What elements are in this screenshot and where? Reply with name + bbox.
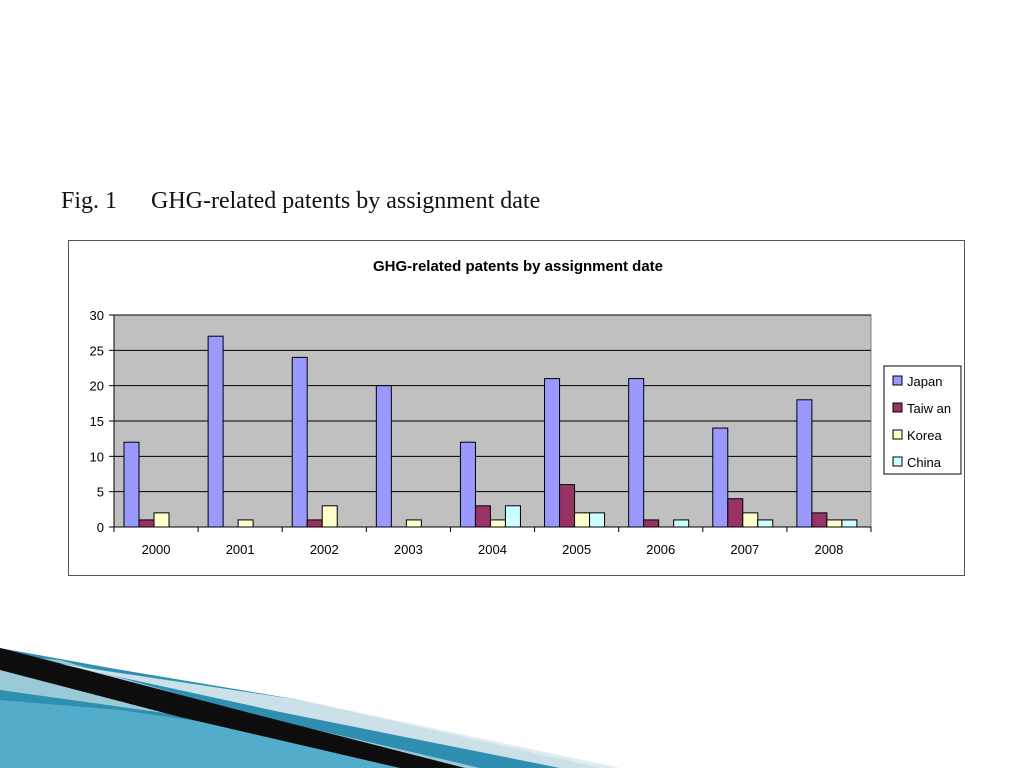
bar-japan-2005 bbox=[544, 378, 561, 528]
legend-swatch bbox=[892, 402, 903, 413]
y-tick-label: 0 bbox=[97, 520, 104, 535]
legend-swatch bbox=[892, 375, 903, 386]
bar-korea-2001 bbox=[237, 519, 254, 528]
x-tick-label: 2003 bbox=[394, 542, 423, 557]
y-tick-label: 30 bbox=[90, 308, 104, 323]
bar-china-2005 bbox=[589, 512, 606, 528]
bar-korea-2004 bbox=[489, 519, 506, 528]
bar-taiwan-2005 bbox=[559, 484, 576, 528]
bar-korea-2007 bbox=[742, 512, 759, 528]
x-tick-label: 2004 bbox=[478, 542, 507, 557]
bar-japan-2001 bbox=[207, 335, 224, 528]
bar-taiwan-2004 bbox=[474, 505, 491, 528]
legend-label: Japan bbox=[907, 374, 942, 389]
legend-label: Korea bbox=[907, 428, 942, 443]
figure-caption-text: GHG-related patents by assignment date bbox=[151, 188, 541, 214]
bar-japan-2007 bbox=[712, 427, 729, 528]
bar-china-2004 bbox=[504, 505, 521, 528]
bar-korea-2000 bbox=[153, 512, 170, 528]
x-tick-label: 2008 bbox=[814, 542, 843, 557]
legend: Japan Taiw an Korea China bbox=[883, 365, 962, 475]
legend-label: Taiw an bbox=[907, 401, 951, 416]
bar-japan-2004 bbox=[459, 441, 476, 528]
y-tick-label: 5 bbox=[97, 485, 104, 500]
x-tick-label: 2001 bbox=[226, 542, 255, 557]
bar-china-2007 bbox=[757, 519, 774, 528]
bar-taiwan-2000 bbox=[138, 519, 155, 528]
bar-taiwan-2002 bbox=[306, 519, 323, 528]
bar-chart: GHG-related patents by assignment date 0… bbox=[90, 258, 962, 557]
x-tick-label: 2006 bbox=[646, 542, 675, 557]
bar-korea-2005 bbox=[574, 512, 591, 528]
bar-japan-2008 bbox=[796, 399, 813, 528]
bar-korea-2003 bbox=[405, 519, 422, 528]
bar-china-2006 bbox=[673, 519, 690, 528]
y-tick-label: 15 bbox=[90, 414, 104, 429]
figure-caption: Fig. 1 GHG-related patents by assignment … bbox=[61, 188, 540, 215]
plot-area: 0 5 10 15 20 25 30 2000 2001 2002 2003 2004 2005 2006… bbox=[90, 308, 872, 557]
x-tick-label: 2007 bbox=[730, 542, 759, 557]
bar-japan-2006 bbox=[628, 378, 645, 528]
chart-frame: GHG-related patents by assignment date 0… bbox=[68, 240, 965, 576]
legend-swatch bbox=[892, 429, 903, 440]
bar-china-2008 bbox=[841, 519, 858, 528]
bar-taiwan-2007 bbox=[727, 498, 744, 528]
x-tick-label: 2002 bbox=[310, 542, 339, 557]
bar-korea-2008 bbox=[826, 519, 843, 528]
bar-japan-2003 bbox=[375, 385, 392, 528]
bar-japan-2000 bbox=[123, 441, 140, 528]
legend-swatch bbox=[892, 456, 903, 467]
x-tick-label: 2005 bbox=[562, 542, 591, 557]
y-tick-label: 10 bbox=[90, 449, 104, 464]
chart-title: GHG-related patents by assignment date bbox=[373, 258, 663, 275]
x-tick-label: 2000 bbox=[142, 542, 171, 557]
bar-japan-2002 bbox=[291, 356, 308, 528]
legend-label: China bbox=[907, 455, 942, 470]
figure-number: Fig. 1 bbox=[61, 188, 118, 214]
bar-korea-2002 bbox=[321, 505, 338, 528]
bar-taiwan-2006 bbox=[643, 519, 660, 528]
y-tick-label: 20 bbox=[90, 379, 104, 394]
y-tick-label: 25 bbox=[90, 343, 104, 358]
bar-taiwan-2008 bbox=[811, 512, 828, 528]
